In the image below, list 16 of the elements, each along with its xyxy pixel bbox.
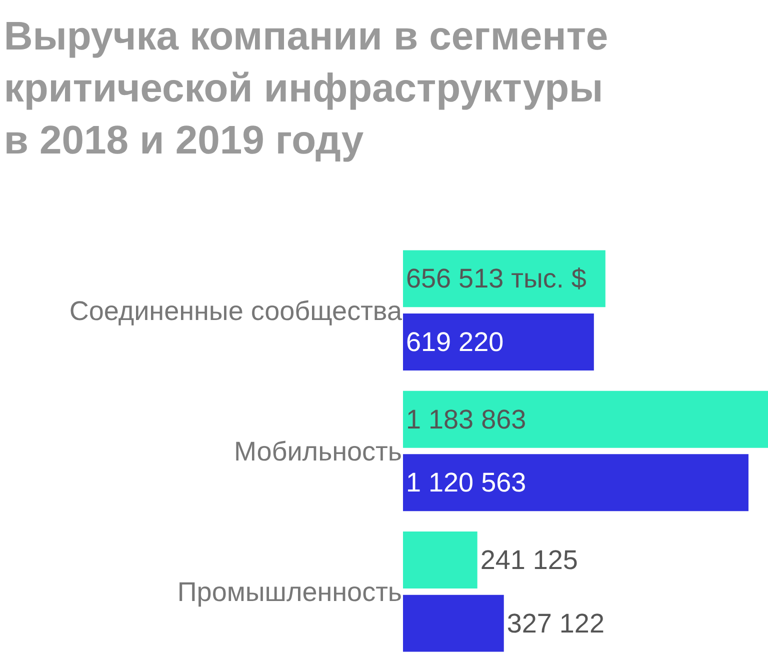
- data-label: 619 220: [406, 326, 504, 357]
- y-tick-label: Мобильность: [234, 436, 402, 466]
- chart-title: Выручка компании в сегменте критической инфраструктуры в 2018 и 2019 году: [4, 14, 608, 163]
- y-tick-label: Соединенные сообщества: [69, 296, 403, 326]
- bar: [403, 390, 768, 448]
- data-label: 656 513 тыс. $: [406, 264, 586, 294]
- data-label: 1 183 863: [406, 404, 526, 434]
- y-tick-label: Промышленность: [177, 577, 402, 608]
- bar: [403, 250, 606, 308]
- bar: [403, 594, 504, 652]
- data-label: 327 122: [506, 608, 604, 638]
- data-label: 241 125: [480, 545, 578, 576]
- bar: [403, 532, 478, 588]
- data-label: 1 120 563: [406, 468, 526, 498]
- bar: [403, 454, 748, 512]
- bar: [403, 314, 594, 370]
